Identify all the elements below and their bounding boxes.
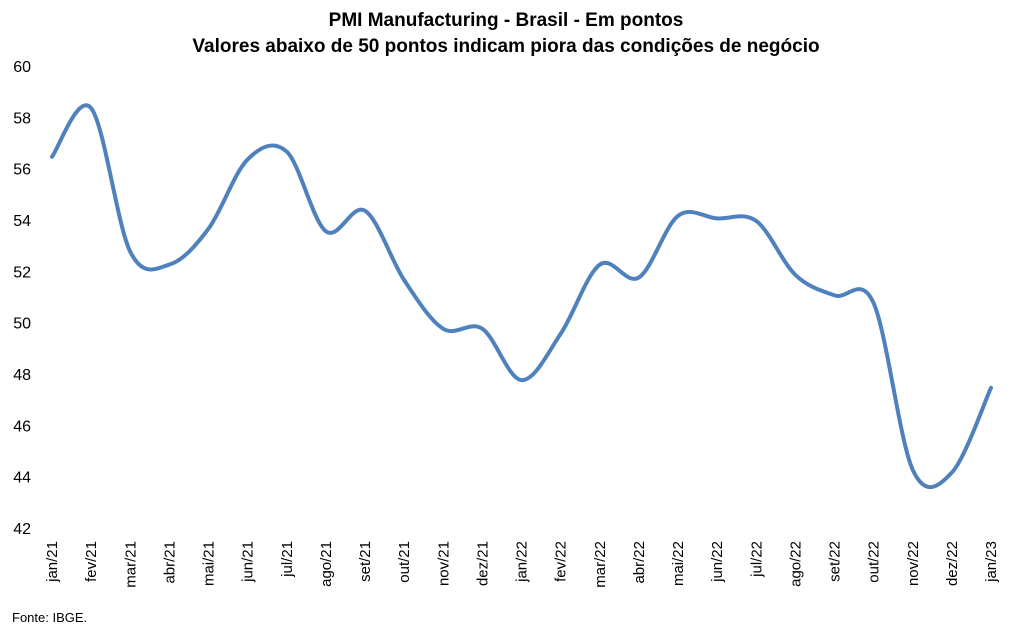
y-tick-label: 58 xyxy=(13,110,31,127)
y-tick-label: 52 xyxy=(13,264,31,281)
y-tick-label: 50 xyxy=(13,316,31,333)
x-tick-label: abr/22 xyxy=(631,541,648,584)
x-tick-label: out/22 xyxy=(866,541,883,583)
x-tick-label: nov/21 xyxy=(435,541,452,586)
y-tick-label: 42 xyxy=(13,521,31,538)
x-tick-label: dez/21 xyxy=(474,541,491,586)
x-tick-label: set/21 xyxy=(357,541,374,582)
x-tick-label: mai/22 xyxy=(670,541,687,586)
x-tick-label: dez/22 xyxy=(944,541,961,586)
x-tick-label: jul/21 xyxy=(279,541,296,578)
y-tick-label: 46 xyxy=(13,418,31,435)
x-tick-label: jun/22 xyxy=(709,541,726,583)
x-tick-label: fev/21 xyxy=(83,541,100,582)
y-tick-label: 54 xyxy=(13,213,31,230)
x-tick-label: mar/21 xyxy=(122,541,139,588)
source-note: Fonte: IBGE. xyxy=(12,610,88,625)
x-tick-label: jan/22 xyxy=(514,541,531,583)
x-tick-label: fev/22 xyxy=(553,541,570,582)
x-tick-label: ago/21 xyxy=(318,541,335,587)
chart-subtitle: Valores abaixo de 50 pontos indicam pior… xyxy=(192,36,820,57)
y-tick-label: 48 xyxy=(13,367,31,384)
x-tick-label: jun/21 xyxy=(240,541,257,583)
y-tick-label: 44 xyxy=(13,470,31,487)
x-tick-label: abr/21 xyxy=(161,541,178,584)
x-tick-label: jan/23 xyxy=(983,541,1000,583)
series-line xyxy=(50,103,993,490)
x-tick-label: nov/22 xyxy=(905,541,922,586)
x-tick-label: ago/22 xyxy=(787,541,804,587)
x-tick-label: mai/21 xyxy=(201,541,218,586)
chart-title-block: PMI Manufacturing - Brasil - Em pontos V… xyxy=(0,8,1012,60)
y-tick-label: 60 xyxy=(13,59,31,76)
x-tick-label: set/22 xyxy=(827,541,844,582)
x-tick-label: mar/22 xyxy=(592,541,609,588)
y-tick-label: 56 xyxy=(13,162,31,179)
x-tick-label: jul/22 xyxy=(748,541,765,578)
x-tick-label: out/21 xyxy=(396,541,413,583)
chart-title: PMI Manufacturing - Brasil - Em pontos xyxy=(328,10,684,31)
x-tick-label: jan/21 xyxy=(44,541,61,583)
